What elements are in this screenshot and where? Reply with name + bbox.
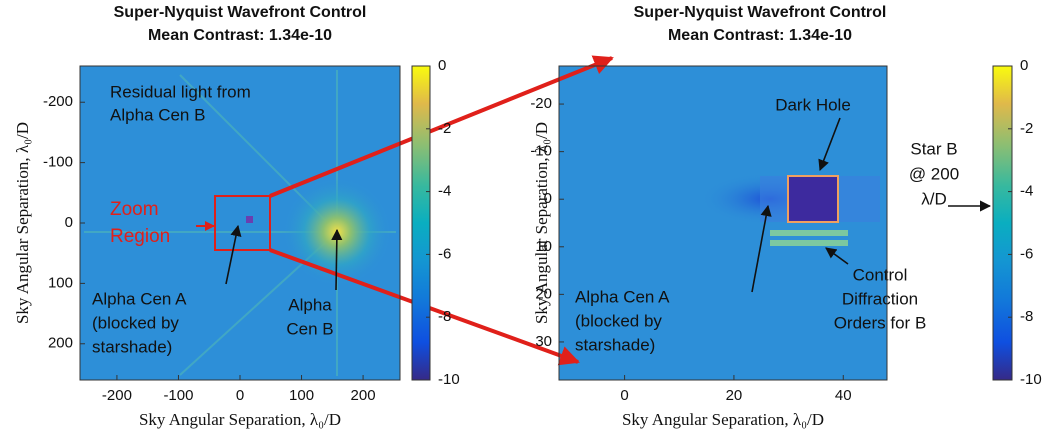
x-tick-label: 100 (289, 387, 314, 404)
y-tick-label: 10 (535, 238, 552, 255)
y-axis-label: Sky Angular Separation, λ₀/D (13, 122, 32, 324)
colorbar-tick-label: 0 (1020, 57, 1028, 74)
chart-subtitle: Mean Contrast: 1.34e-10 (668, 27, 852, 44)
annotation: λ/D (921, 189, 947, 208)
x-tick-label: -100 (163, 387, 193, 404)
annotation: (blocked by (92, 313, 179, 332)
annotation: Residual light from (110, 82, 251, 101)
chart-title: Super-Nyquist Wavefront Control (114, 4, 367, 21)
annotation: Cen B (286, 319, 333, 338)
y-tick-label: 30 (535, 333, 552, 350)
colorbar (411, 65, 431, 381)
x-tick-label: 20 (726, 387, 743, 404)
chart-subtitle: Mean Contrast: 1.34e-10 (148, 27, 332, 44)
colorbar-tick-label: -10 (1020, 371, 1042, 388)
right-image (559, 66, 887, 380)
x-tick-label: 0 (236, 387, 244, 404)
annotation: Star B (910, 139, 957, 158)
y-tick-label: -200 (43, 93, 73, 110)
annotation: Alpha (288, 295, 332, 314)
left-image (80, 66, 400, 380)
annotation: Dark Hole (775, 95, 851, 114)
plot-frame (558, 65, 888, 381)
colorbar-tick-label: -8 (1020, 308, 1033, 325)
colorbar-tick-label: -4 (438, 183, 451, 200)
y-tick-label: 0 (544, 190, 552, 207)
y-tick-label: -100 (43, 154, 73, 171)
colorbar-tick-label: -6 (438, 245, 451, 262)
colorbar-tick-label: -6 (1020, 245, 1033, 262)
colorbar-tick-label: -2 (438, 120, 451, 137)
y-tick-label: 100 (48, 274, 73, 291)
colorbar-tick-label: -4 (1020, 183, 1033, 200)
colorbar-tick-label: -2 (1020, 120, 1033, 137)
colorbar (992, 65, 1013, 381)
annotation: @ 200 (909, 164, 959, 183)
x-axis-label: Sky Angular Separation, λ₀/D (622, 410, 824, 429)
x-tick-label: -200 (102, 387, 132, 404)
y-axis-label: Sky Angular Separation, λ₀/D (532, 122, 551, 324)
y-tick-label: 0 (65, 214, 73, 231)
annotation: starshade) (575, 335, 655, 354)
x-tick-label: 200 (351, 387, 376, 404)
annotation-arrow (331, 228, 343, 291)
annotation-arrow (225, 224, 242, 285)
annotation: Alpha Cen A (575, 287, 670, 306)
annotation: Control (853, 265, 908, 284)
chart-title: Super-Nyquist Wavefront Control (634, 4, 887, 21)
colorbar-tick-label: -8 (438, 308, 451, 325)
y-tick-label: 20 (535, 285, 552, 302)
zoom-arrow (269, 55, 614, 198)
x-axis-label: Sky Angular Separation, λ₀/D (139, 410, 341, 429)
annotation: Orders for B (834, 313, 927, 332)
diffraction-order (770, 230, 848, 236)
diffraction-order (770, 240, 848, 246)
annotation: Diffraction (842, 289, 918, 308)
annotation-arrow (751, 204, 772, 293)
y-tick-label: 200 (48, 335, 73, 352)
dark-hole (246, 216, 253, 223)
x-tick-label: 0 (620, 387, 628, 404)
annotation-arrow (818, 117, 841, 172)
colorbar-tick-label: 0 (438, 57, 446, 74)
y-tick-label: -10 (530, 143, 552, 160)
annotation: Alpha Cen B (110, 105, 205, 124)
annotation-arrow (825, 247, 849, 265)
annotation: Zoom (110, 199, 159, 220)
zoom-box (214, 195, 271, 251)
y-tick-label: -20 (530, 95, 552, 112)
dark-hole (787, 175, 839, 223)
colorbar-tick-label: -10 (438, 371, 460, 388)
annotation: Region (110, 226, 170, 247)
x-tick-label: 40 (835, 387, 852, 404)
annotation: (blocked by (575, 311, 662, 330)
annotation: Alpha Cen A (92, 289, 187, 308)
annotation: starshade) (92, 337, 172, 356)
